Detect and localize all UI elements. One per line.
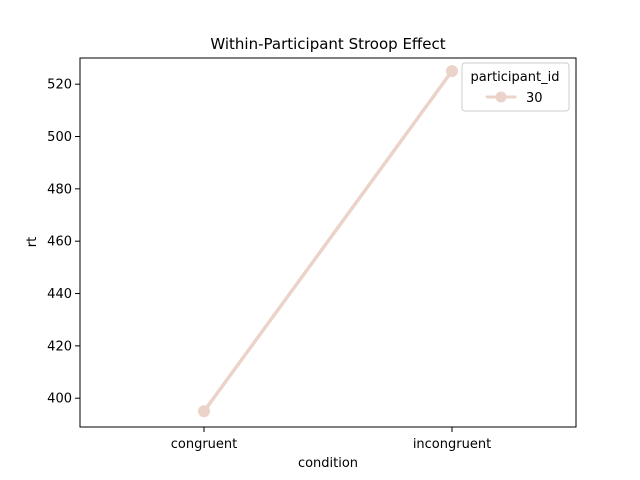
y-axis-label: rt bbox=[25, 237, 40, 247]
x-tick-label: congruent bbox=[171, 437, 238, 452]
x-axis-label: condition bbox=[298, 456, 358, 471]
y-tick-label: 480 bbox=[47, 182, 72, 197]
legend: participant_id 30 bbox=[461, 62, 570, 112]
series-line bbox=[202, 69, 454, 414]
y-axis-ticks: 400 420 440 460 480 500 520 bbox=[47, 78, 80, 407]
chart-title: Within-Participant Stroop Effect bbox=[210, 35, 445, 53]
x-axis-ticks: congruent incongruent bbox=[171, 427, 491, 452]
y-tick-label: 500 bbox=[47, 130, 72, 145]
data-point bbox=[446, 65, 458, 78]
data-point bbox=[198, 405, 210, 418]
legend-dot-marker bbox=[495, 91, 507, 103]
series-layer bbox=[198, 65, 458, 418]
y-tick-label: 520 bbox=[47, 78, 72, 93]
plot-area-frame bbox=[79, 57, 577, 428]
legend-entry-label: 30 bbox=[526, 91, 543, 106]
x-tick-label: incongruent bbox=[413, 437, 491, 452]
y-tick-label: 460 bbox=[47, 235, 72, 250]
y-tick-label: 400 bbox=[47, 392, 72, 407]
legend-box bbox=[461, 62, 570, 112]
y-tick-label: 420 bbox=[47, 339, 72, 354]
legend-title: participant_id bbox=[471, 70, 560, 85]
y-tick-label: 440 bbox=[47, 287, 72, 302]
